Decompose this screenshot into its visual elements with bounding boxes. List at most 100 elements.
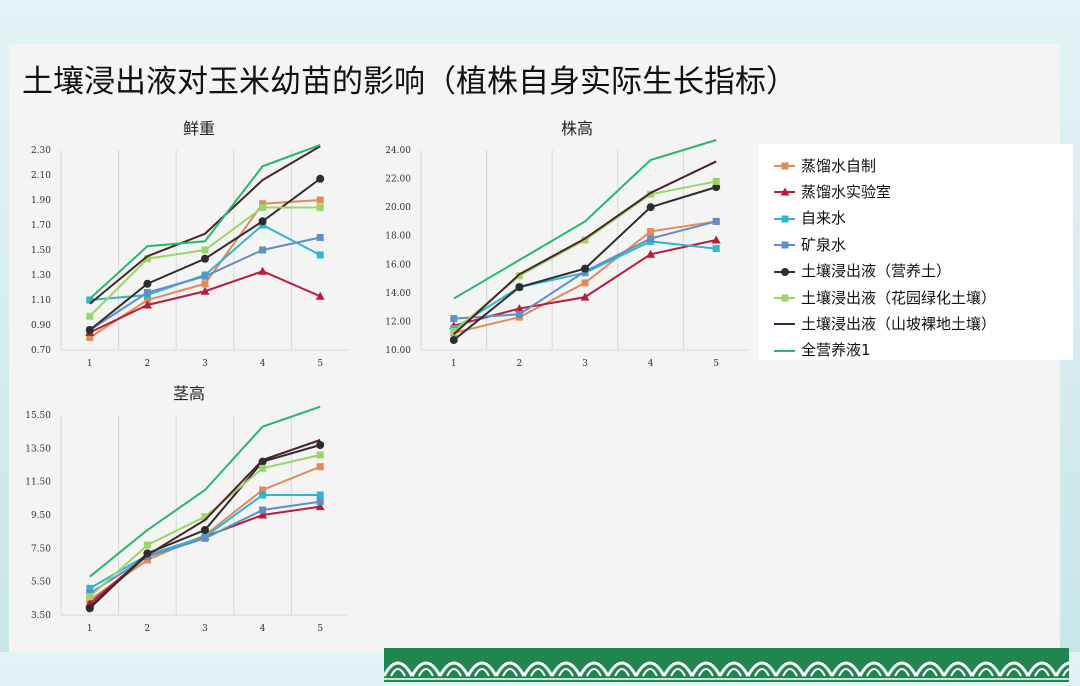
legend-label: 蒸馏水实验室 <box>801 182 892 201</box>
legend-item: 土壤浸出液（山坡裸地土壤） <box>773 310 996 336</box>
data-point <box>86 584 94 592</box>
data-point <box>450 327 458 335</box>
series-line <box>89 405 321 578</box>
data-point <box>316 174 325 183</box>
data-point <box>201 246 209 254</box>
y-tick-label: 2.30 <box>31 146 51 156</box>
y-tick-label: 10.00 <box>385 346 411 356</box>
x-tick-label: 1 <box>87 624 93 634</box>
chart-title-plant-height: 株高 <box>560 119 593 138</box>
data-point <box>646 249 656 258</box>
series-group <box>449 183 721 344</box>
series-group <box>85 441 325 613</box>
y-tick-label: 5.50 <box>31 578 51 588</box>
series-group <box>89 405 321 578</box>
legend-swatch-icon <box>774 267 795 276</box>
x-tick-label: 5 <box>317 624 323 634</box>
data-point <box>143 289 151 296</box>
series-group <box>89 144 321 300</box>
data-point <box>515 272 523 280</box>
chart-fresh-weight: 0.70 0.90 1.10 1.30 1.50 1.70 1.90 2.10 2.30 1 2 3 4… <box>31 144 349 369</box>
y-tick-label: 3.50 <box>31 611 51 621</box>
legend-swatch-icon <box>774 349 795 352</box>
data-point <box>259 491 267 499</box>
series-line <box>89 145 321 305</box>
data-point <box>143 296 151 304</box>
data-point <box>259 464 267 472</box>
legend-swatch-icon <box>774 187 795 196</box>
slide: 土壤浸出液对玉米幼苗的影响（植株自身实际生长指标） 鲜重 0.70 0.90 1.1… <box>9 44 1080 682</box>
legend-label: 土壤浸出液（山坡裸地土壤） <box>801 314 997 333</box>
data-point <box>647 235 655 243</box>
x-tick-label: 5 <box>317 359 323 369</box>
y-tick-label: 0.90 <box>31 321 51 331</box>
data-point <box>514 304 524 313</box>
legend-label: 蒸馏水自制 <box>801 156 877 175</box>
x-tick-label: 3 <box>202 624 208 634</box>
data-point <box>647 190 655 198</box>
series-group <box>86 451 324 601</box>
series-group <box>85 266 325 336</box>
data-point <box>316 196 324 204</box>
data-point <box>143 255 151 263</box>
data-point <box>316 234 324 241</box>
data-point <box>712 217 720 225</box>
data-point <box>712 245 720 253</box>
x-tick-label: 4 <box>260 624 266 634</box>
series-line <box>89 144 321 300</box>
legend-label: 土壤浸出液（花园绿化土壤） <box>801 288 997 307</box>
y-tick-label: 7.50 <box>31 544 51 554</box>
series-line <box>453 139 717 300</box>
y-tick-label: 22.00 <box>385 175 411 185</box>
legend-label: 全营养液1 <box>801 341 871 360</box>
x-tick-label: 3 <box>582 359 588 369</box>
data-point <box>449 336 458 344</box>
data-point <box>85 604 94 613</box>
data-point <box>316 498 324 506</box>
data-point <box>86 334 94 341</box>
y-tick-label: 1.70 <box>31 221 51 231</box>
data-point <box>647 227 655 235</box>
y-tick-label: 1.50 <box>31 246 51 256</box>
data-point <box>86 312 94 320</box>
series-line <box>453 160 717 336</box>
data-point <box>258 510 268 519</box>
legend-swatch-icon <box>774 215 795 223</box>
data-point <box>200 286 210 295</box>
series-group <box>86 196 324 341</box>
legend-label: 土壤浸出液（营养土） <box>801 262 952 281</box>
legend-item: 土壤浸出液（花园绿化土壤） <box>773 284 996 310</box>
data-point <box>86 593 94 601</box>
legend-swatch-icon <box>774 162 795 170</box>
data-point <box>85 326 94 334</box>
x-tick-label: 5 <box>713 359 719 369</box>
slide-title: 土壤浸出液对玉米幼苗的影响（植株自身实际生长指标） <box>22 64 797 100</box>
data-point <box>258 266 268 275</box>
data-point <box>316 441 325 449</box>
series-group <box>449 235 721 330</box>
data-point <box>316 451 324 459</box>
x-tick-label: 2 <box>145 359 151 369</box>
y-tick-label: 14.00 <box>385 289 411 299</box>
legend-swatch-icon <box>774 241 795 249</box>
legend-swatch-icon <box>774 294 795 302</box>
data-point <box>201 272 209 280</box>
series-group <box>453 160 717 336</box>
data-point <box>201 513 209 521</box>
data-point <box>646 203 655 212</box>
chart-title-fresh-weight: 鲜重 <box>182 119 215 138</box>
data-point <box>316 204 324 211</box>
data-point <box>515 283 524 292</box>
legend-label: 矿泉水 <box>801 235 847 254</box>
data-point <box>712 183 721 192</box>
y-tick-label: 2.10 <box>31 171 51 181</box>
chart-title-stem-height: 茎高 <box>172 384 205 403</box>
data-point <box>143 541 151 549</box>
legend-swatch-icon <box>774 323 795 326</box>
data-point <box>259 200 267 208</box>
legend-label: 自来水 <box>801 209 847 228</box>
series-group <box>89 439 321 608</box>
data-point <box>581 236 589 244</box>
data-point <box>201 526 209 534</box>
data-point <box>258 217 267 226</box>
